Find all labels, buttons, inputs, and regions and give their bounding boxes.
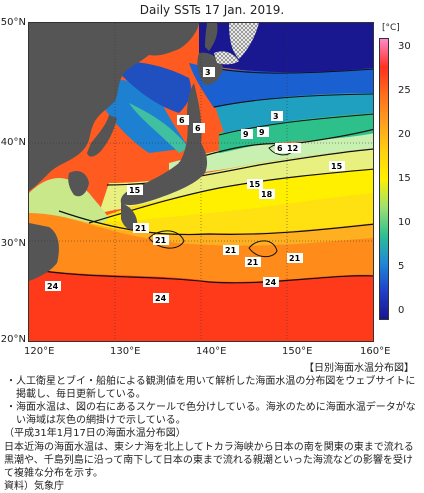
asian-continent: [29, 23, 199, 191]
lat-label-50: 50°N: [0, 17, 26, 28]
sst-band-15: [99, 148, 373, 213]
korean-peninsula-south: [68, 171, 89, 197]
note-2: ・海面水温は、図の右にあるスケールで色分けしている。海氷のために海面水温データが…: [6, 402, 416, 427]
contour-label-15a: 15: [129, 186, 141, 195]
kyushu: [121, 203, 138, 230]
map-title: Daily SSTs 17 Jan. 2019.: [139, 3, 285, 17]
figure-caption: 【日別海面水温分布図】: [304, 363, 414, 374]
korean-peninsula: [87, 115, 117, 157]
lon-label-150: 150°E: [282, 346, 313, 357]
contour-label-21b: 21: [155, 236, 167, 245]
isotherm-21: [58, 210, 373, 236]
land: [29, 23, 259, 281]
isotherm-24: [29, 268, 373, 284]
colorbar-tick-20: 20: [398, 129, 411, 140]
label-box: [271, 111, 283, 121]
graticule: [29, 23, 373, 341]
sst-band-7: [214, 93, 373, 133]
label-box: [45, 281, 61, 291]
description: 日本近海の海面水温は、東シナ海を北上してトカラ海峡から日本の南を関東の東まで流れ…: [4, 441, 414, 479]
sakhalin: [205, 23, 218, 51]
label-box: [203, 67, 215, 77]
honshu: [120, 83, 208, 206]
colorbar-unit: [°C]: [382, 23, 400, 33]
sea-ice-okhotsk: [229, 23, 259, 59]
label-box: [245, 257, 261, 267]
sst-band-18: [89, 168, 373, 223]
contour-label-24c: 24: [265, 278, 277, 287]
lon-label-140: 140°E: [196, 346, 227, 357]
lon-label-160: 160°E: [360, 346, 391, 357]
label-box: [329, 161, 345, 171]
label-box: [153, 293, 169, 303]
sst-band-26: [29, 268, 373, 341]
label-box: [259, 189, 275, 199]
figure-text: 【日別海面水温分布図】 ・人工衛星とブイ・船舶による観測値を用いて解析した海面水…: [4, 362, 422, 493]
sst-map: 3 3 6 6 9 9 6 12 15 15 15: [28, 22, 374, 342]
sea-of-japan-north: [109, 61, 191, 113]
colorbar-tick-15: 15: [398, 173, 411, 184]
lon-label-120: 120°E: [24, 346, 55, 357]
contour-label-12: 12: [287, 144, 298, 153]
contour-label-21d: 21: [247, 258, 259, 267]
contour-label-3a: 3: [205, 68, 211, 77]
contour-label-24b: 24: [155, 294, 167, 303]
contour-label-15b: 15: [249, 180, 261, 189]
lat-label-40: 40°N: [0, 137, 26, 148]
label-box: [257, 127, 269, 137]
label-box: [177, 115, 189, 125]
sst-band-1: [199, 23, 373, 73]
contour-label-21c: 21: [225, 246, 237, 255]
sst-map-svg: 3 3 6 6 9 9 6 12 15 15 15: [29, 23, 373, 341]
sst-figure: Daily SSTs 17 Jan. 2019. 50°N 40°N 30°N …: [0, 3, 411, 357]
colorbar-tick-30: 30: [398, 41, 411, 52]
contour-label-21e: 21: [289, 254, 301, 263]
label-box: [223, 245, 239, 255]
contour-value-labels: 3 3 6 6 9 9 6 12 15 15 15: [45, 67, 345, 303]
contour-label-9a: 9: [243, 130, 249, 139]
warm-eddy-2: [248, 240, 278, 258]
source: 資料）気象庁: [4, 480, 64, 492]
warm-eddy-1: [148, 230, 185, 249]
contour-label-3b: 3: [273, 112, 279, 121]
colorbar-tick-5: 5: [398, 261, 405, 272]
label-box: [133, 223, 149, 233]
label-box: [263, 277, 279, 287]
sst-band-4: [189, 63, 373, 108]
sub-title: （平成31年1月17日の海面水温分布図）: [4, 428, 186, 440]
contour-label-6a: 6: [179, 116, 185, 125]
sst-band-21: [49, 208, 373, 246]
label-box: [247, 179, 263, 189]
contour-label-21a: 21: [135, 224, 147, 233]
label-box: [127, 185, 143, 195]
sea-ice-hokkaido: [214, 51, 239, 65]
taiwan-mainland-edge: [29, 223, 59, 281]
colorbar-tick-0: 0: [398, 305, 405, 316]
sea-of-japan-warm: [129, 103, 189, 153]
contour-label-18: 18: [261, 190, 273, 199]
colorbar: [379, 38, 389, 320]
label-box: [153, 235, 169, 245]
lon-label-130: 130°E: [110, 346, 141, 357]
isotherm-6: [213, 93, 373, 108]
contour-label-9b: 9: [259, 128, 265, 137]
contour-label-6b: 6: [195, 124, 201, 133]
east-china-sea-shelf: [29, 178, 108, 223]
contour-label-15c: 15: [331, 162, 343, 171]
label-box: [275, 143, 287, 153]
label-box: [285, 143, 301, 153]
colorbar-tick-10: 10: [398, 217, 411, 228]
label-box: [193, 123, 205, 133]
note-1: ・人工衛星とブイ・船舶による観測値を用いて解析した海面水温の分布図をウェブサイト…: [6, 376, 416, 401]
isotherm-9: [218, 113, 373, 136]
label-box: [287, 253, 303, 263]
contour-label-6c: 6: [277, 144, 283, 153]
lat-label-30: 30°N: [0, 238, 26, 249]
contour-label-24a: 24: [47, 282, 59, 291]
lat-label-20: 20°N: [0, 334, 26, 345]
colorbar-tick-25: 25: [398, 85, 411, 96]
label-box: [241, 129, 253, 139]
